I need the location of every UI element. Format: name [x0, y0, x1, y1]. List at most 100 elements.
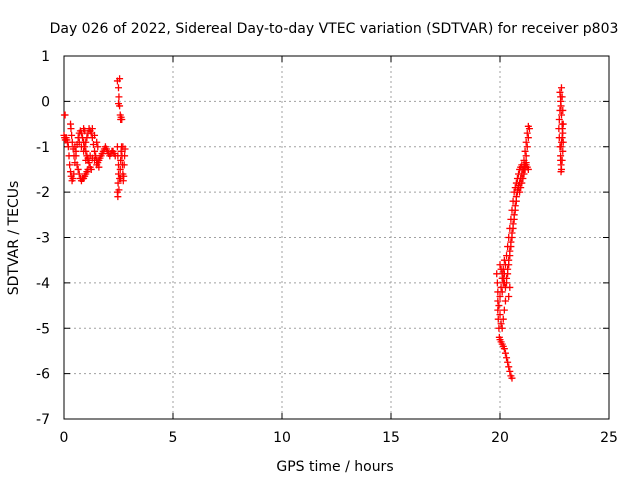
data-point-marker [499, 279, 507, 287]
data-point-marker [95, 163, 103, 171]
data-point-marker [524, 122, 532, 130]
data-point-marker [506, 367, 514, 375]
y-tick-label: -3 [36, 231, 50, 247]
data-point-marker [559, 147, 567, 155]
data-point-marker [84, 165, 92, 173]
data-point-marker [88, 125, 96, 133]
y-tick-label: -7 [36, 412, 50, 428]
data-point-marker [77, 143, 85, 151]
data-point-marker [68, 131, 76, 139]
data-point-marker [500, 306, 508, 314]
y-tick-label: -1 [36, 140, 50, 156]
data-points [60, 75, 567, 382]
data-point-marker [505, 363, 513, 371]
data-point-marker [498, 288, 506, 296]
data-point-marker [507, 238, 515, 246]
data-point-marker [114, 179, 122, 187]
data-point-marker [72, 152, 80, 160]
data-point-marker [508, 206, 516, 214]
data-point-marker [519, 175, 527, 183]
data-point-marker [557, 111, 565, 119]
data-point-marker [506, 283, 514, 291]
data-point-marker [512, 193, 520, 201]
data-point-marker [497, 320, 505, 328]
x-axis-label: GPS time / hours [276, 459, 393, 475]
chart-title: Day 026 of 2022, Sidereal Day-to-day VTE… [50, 21, 619, 37]
data-point-marker [520, 156, 528, 164]
data-point-marker [511, 202, 519, 210]
data-point-marker [117, 175, 125, 183]
data-point-marker [64, 143, 72, 151]
data-point-marker [503, 252, 511, 260]
data-point-marker [503, 354, 511, 362]
y-tick-label: 1 [41, 49, 50, 65]
y-tick-label: -6 [36, 367, 50, 383]
data-point-marker [75, 138, 83, 146]
data-point-marker [524, 165, 532, 173]
data-point-marker [500, 345, 508, 353]
y-tick-label: -5 [36, 321, 50, 337]
data-point-marker [499, 315, 507, 323]
data-point-marker [116, 165, 124, 173]
data-point-marker [501, 349, 509, 357]
x-tick-label: 5 [169, 430, 178, 446]
data-point-marker [93, 138, 101, 146]
data-point-marker [556, 88, 564, 96]
data-point-marker [557, 156, 565, 164]
data-point-marker [508, 229, 516, 237]
data-point-marker [94, 143, 102, 151]
data-point-marker [115, 186, 123, 194]
data-point-marker [494, 306, 502, 314]
data-point-marker [74, 165, 82, 173]
data-point-marker [498, 324, 506, 332]
data-point-marker [493, 279, 501, 287]
data-point-marker [524, 134, 532, 142]
data-point-marker [497, 283, 505, 291]
data-point-marker [558, 125, 566, 133]
data-point-marker [498, 274, 506, 282]
data-point-marker [494, 297, 502, 305]
x-tick-label: 10 [273, 430, 291, 446]
data-point-marker [91, 156, 99, 164]
data-point-marker [499, 265, 507, 273]
data-point-marker [520, 170, 528, 178]
data-point-marker [557, 97, 565, 105]
x-tick-label: 0 [60, 430, 69, 446]
y-axis-label: SDTVAR / TECUs [6, 181, 22, 296]
data-point-marker [518, 179, 526, 187]
data-point-marker [507, 215, 515, 223]
data-point-marker [496, 311, 504, 319]
data-point-marker [114, 193, 122, 201]
data-point-marker [504, 243, 512, 251]
data-point-marker [82, 138, 90, 146]
data-point-marker [120, 161, 128, 169]
x-tick-label: 20 [491, 430, 509, 446]
data-point-marker [505, 292, 513, 300]
data-point-marker [521, 147, 529, 155]
data-point-marker [61, 111, 69, 119]
data-point-marker [559, 120, 567, 128]
data-point-marker [522, 138, 530, 146]
x-tick-label: 15 [382, 430, 400, 446]
data-point-marker [71, 143, 79, 151]
data-point-marker [504, 358, 512, 366]
data-point-marker [516, 188, 524, 196]
data-point-marker [115, 93, 123, 101]
data-point-marker [67, 125, 75, 133]
data-point-marker [508, 374, 516, 382]
data-point-marker [69, 175, 77, 183]
data-point-marker [121, 152, 129, 160]
data-point-marker [91, 131, 99, 139]
data-point-marker [81, 127, 89, 135]
data-point-marker [500, 256, 508, 264]
data-point-marker [523, 143, 531, 151]
data-point-marker [115, 100, 122, 108]
data-point-marker [115, 84, 122, 92]
data-point-marker [509, 197, 517, 205]
data-point-marker [91, 147, 99, 155]
data-point-marker [557, 168, 565, 176]
data-point-marker [555, 116, 563, 124]
data-point-marker [558, 93, 566, 101]
data-point-marker [117, 156, 125, 164]
